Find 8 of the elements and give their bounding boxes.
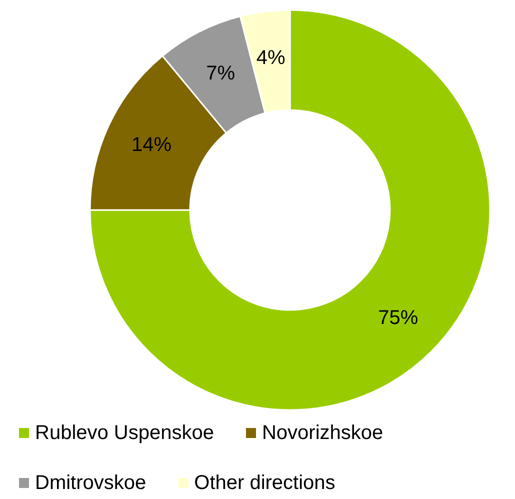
data-label: 14% xyxy=(132,134,172,156)
legend-label: Dmitrovskoe xyxy=(35,472,146,494)
data-label: 7% xyxy=(206,62,236,85)
data-label: 4% xyxy=(256,47,286,70)
legend-label: Other directions xyxy=(194,472,336,494)
legend-label: Rublevo Uspenskoe xyxy=(35,422,214,444)
data-label: 75% xyxy=(378,307,418,330)
legend-label: Novorizhskoe xyxy=(262,422,384,444)
